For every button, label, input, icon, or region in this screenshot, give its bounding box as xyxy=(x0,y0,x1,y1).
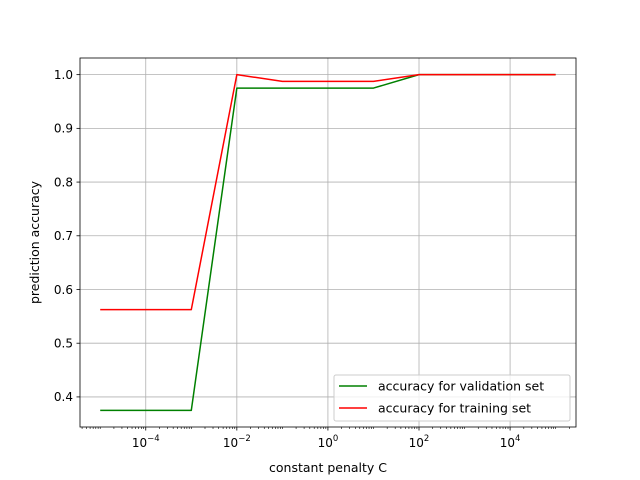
x-tick-label: 102 xyxy=(409,434,430,450)
x-tick-label: 100 xyxy=(318,434,339,450)
y-tick-label: 0.8 xyxy=(54,175,73,189)
x-tick-label: 10−2 xyxy=(223,434,251,450)
legend-label-training: accuracy for training set xyxy=(378,401,531,416)
x-tick-label: 104 xyxy=(500,434,521,450)
legend-box xyxy=(333,374,571,422)
y-tick-label: 0.6 xyxy=(54,283,73,297)
grid xyxy=(80,58,576,427)
y-axis-label: prediction accuracy xyxy=(27,180,42,304)
axis-ticks: 10−4 10−2 100 102 104 0.4 0.5 0.6 0.7 0.8 0.9 1.0 xyxy=(54,68,570,450)
legend: accuracy for validation set accuracy for… xyxy=(333,374,571,422)
legend-label-validation: accuracy for validation set xyxy=(378,379,544,394)
y-tick-label: 1.0 xyxy=(54,68,73,82)
series-line-1 xyxy=(100,73,556,311)
y-tick-label: 0.7 xyxy=(54,229,73,243)
y-tick-label: 0.9 xyxy=(54,122,73,136)
y-tick-label: 0.5 xyxy=(54,337,73,351)
y-tick-label: 0.4 xyxy=(54,390,73,404)
x-tick-label: 10−4 xyxy=(132,434,160,450)
x-axis-label: constant penalty C xyxy=(269,460,387,475)
series-lines xyxy=(100,73,556,412)
